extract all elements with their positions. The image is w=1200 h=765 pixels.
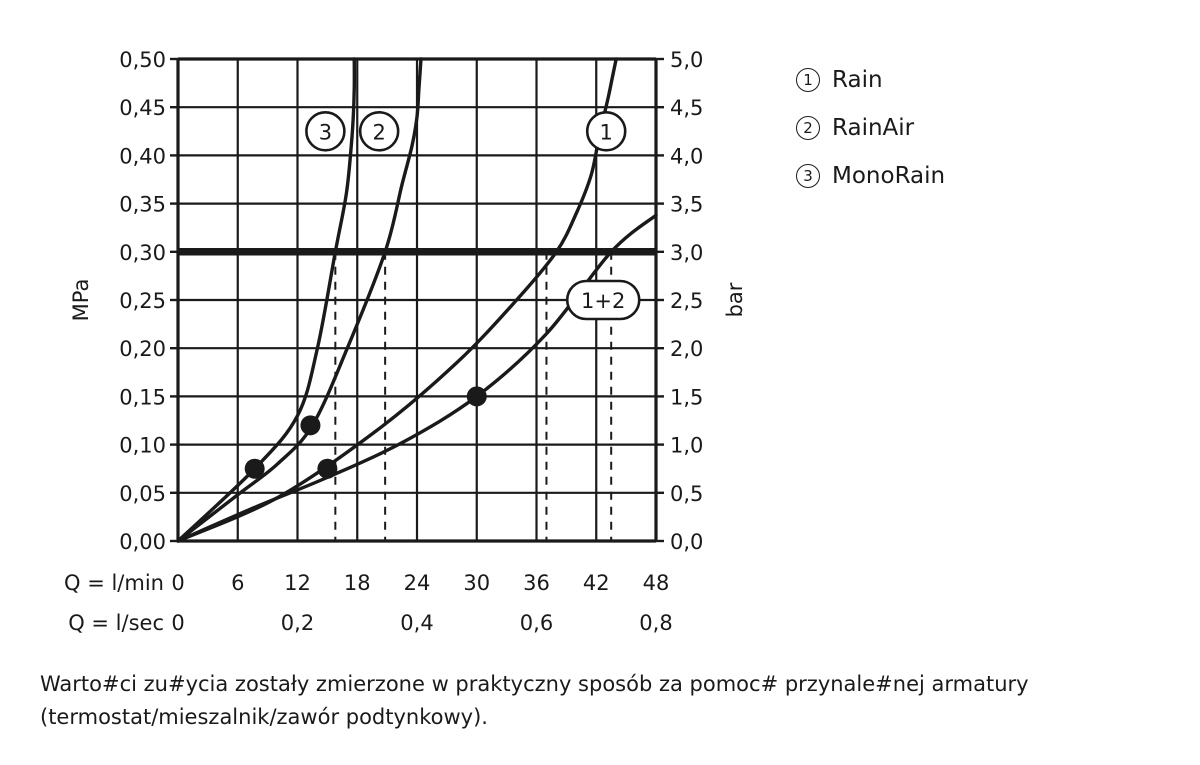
x-tick-label-lsec: 0,8 xyxy=(639,611,672,635)
series-markers-group xyxy=(244,386,487,479)
y-tick-label-left: 0,15 xyxy=(119,385,166,409)
series-curve-1 xyxy=(176,57,618,543)
x-tick-label-lsec: 0,2 xyxy=(281,611,314,635)
x-tick-label-lmin: 12 xyxy=(284,571,311,595)
x-tick-label-lmin: 48 xyxy=(643,571,670,595)
series-callout-badge xyxy=(305,111,346,152)
legend-number-circle: 1 xyxy=(796,68,820,92)
legend-item-monorain: 3 MonoRain xyxy=(796,152,945,200)
legend-item-rain: 1 Rain xyxy=(796,56,945,104)
x-tick-label-lmin: 36 xyxy=(523,571,550,595)
x-tick-label-lmin: 42 xyxy=(583,571,610,595)
y-tick-label-left: 0,20 xyxy=(119,337,166,361)
y-tick-label-left: 0,40 xyxy=(119,144,166,168)
y-tick-label-right: 4,0 xyxy=(670,144,703,168)
series-curve-3 xyxy=(176,57,357,543)
series-marker-1-plus-2 xyxy=(317,458,338,479)
footnote: Warto#ci zu#ycia zostały zmierzone w pra… xyxy=(40,672,1029,729)
y-tick-label-left: 0,00 xyxy=(119,530,166,554)
x-axis-title-lsec: Q = l/sec xyxy=(68,611,164,635)
y-tick-label-left: 0,25 xyxy=(119,289,166,313)
y-tick-label-left: 0,10 xyxy=(119,434,166,458)
x-tick-label-lsec: 0 xyxy=(171,611,184,635)
x-tick-label-lmin: 6 xyxy=(231,571,244,595)
legend: 1 Rain 2 RainAir 3 MonoRain xyxy=(796,56,945,200)
series-marker-1 xyxy=(466,386,487,407)
legend-number-circle: 2 xyxy=(796,116,820,140)
y-tick-label-right: 3,0 xyxy=(670,241,703,265)
x-axis-title-lmin: Q = l/min xyxy=(64,571,164,595)
x-tick-label-lsec: 0,6 xyxy=(520,611,553,635)
x-tick-label-lmin: 30 xyxy=(463,571,490,595)
y-tick-label-right: 0,0 xyxy=(670,530,703,554)
x-tick-label-lmin: 18 xyxy=(344,571,371,595)
tick-labels-group: 0,000,050,100,150,200,250,300,350,400,45… xyxy=(119,48,703,635)
y-tick-label-left: 0,05 xyxy=(119,482,166,506)
legend-label: Rain xyxy=(832,67,883,93)
x-tick-label-lmin: 0 xyxy=(171,571,184,595)
legend-item-rainair: 2 RainAir xyxy=(796,104,945,152)
series-callout-badge xyxy=(358,111,400,152)
y-tick-label-left: 0,35 xyxy=(119,193,166,217)
y-axis-title-right: bar xyxy=(723,282,747,317)
y-tick-label-right: 4,5 xyxy=(670,96,703,120)
y-tick-label-left: 0,50 xyxy=(119,48,166,72)
series-callout-label: 3 xyxy=(319,120,332,144)
series-marker-2 xyxy=(300,415,321,436)
y-tick-label-right: 1,0 xyxy=(670,434,703,458)
series-callout-label: 1 xyxy=(600,120,613,144)
legend-number-circle: 3 xyxy=(796,164,820,188)
series-callout-badge xyxy=(565,279,641,321)
y-tick-label-right: 5,0 xyxy=(670,48,703,72)
series-curve-2 xyxy=(176,57,423,543)
y-tick-label-right: 2,0 xyxy=(670,337,703,361)
series-callout-label: 2 xyxy=(372,120,385,144)
series-callouts-group: 3 2 1 1+2 xyxy=(305,111,641,321)
y-axis-title-left: MPa xyxy=(69,279,93,322)
series-callout-label: 1+2 xyxy=(581,289,625,313)
chart-grid xyxy=(170,57,664,543)
y-tick-label-right: 1,5 xyxy=(670,385,703,409)
series-marker-3 xyxy=(244,458,265,479)
legend-label: RainAir xyxy=(832,115,915,141)
series-callout-badge xyxy=(585,111,627,152)
series-curve-1-plus-2 xyxy=(176,213,658,543)
y-tick-label-right: 3,5 xyxy=(670,193,703,217)
x-tick-label-lsec: 0,4 xyxy=(400,611,433,635)
y-tick-label-left: 0,30 xyxy=(119,241,166,265)
y-tick-label-right: 0,5 xyxy=(670,482,703,506)
flow-pressure-chart: 3 2 11+2 0,000,050,100,150,200,250,300,350… xyxy=(64,48,747,635)
legend-label: MonoRain xyxy=(832,163,946,189)
y-tick-label-right: 2,5 xyxy=(670,289,703,313)
series-curves-group xyxy=(176,57,658,543)
x-tick-label-lmin: 24 xyxy=(404,571,431,595)
y-tick-label-left: 0,45 xyxy=(119,96,166,120)
